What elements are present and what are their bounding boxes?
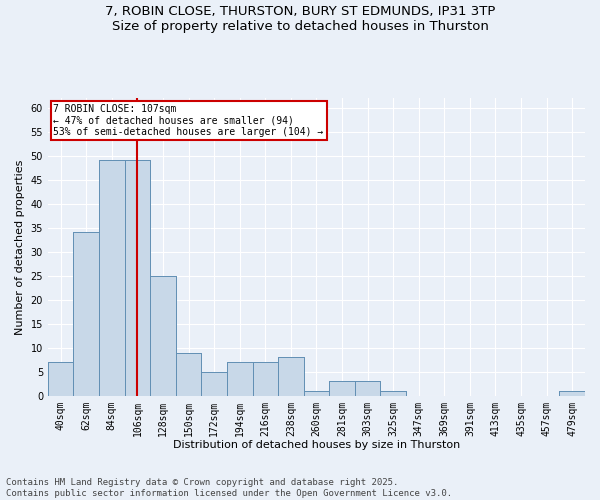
Bar bbox=[176, 352, 202, 396]
Text: Contains HM Land Registry data © Crown copyright and database right 2025.
Contai: Contains HM Land Registry data © Crown c… bbox=[6, 478, 452, 498]
Bar bbox=[150, 276, 176, 396]
Bar bbox=[150, 276, 176, 396]
Bar bbox=[48, 362, 73, 396]
Bar bbox=[99, 160, 125, 396]
Bar bbox=[253, 362, 278, 396]
Bar bbox=[355, 382, 380, 396]
X-axis label: Distribution of detached houses by size in Thurston: Distribution of detached houses by size … bbox=[173, 440, 460, 450]
Bar bbox=[559, 391, 585, 396]
Bar bbox=[125, 160, 150, 396]
Bar bbox=[380, 391, 406, 396]
Bar bbox=[202, 372, 227, 396]
Text: 7, ROBIN CLOSE, THURSTON, BURY ST EDMUNDS, IP31 3TP
Size of property relative to: 7, ROBIN CLOSE, THURSTON, BURY ST EDMUND… bbox=[105, 5, 495, 33]
Bar bbox=[73, 232, 99, 396]
Text: 7 ROBIN CLOSE: 107sqm
← 47% of detached houses are smaller (94)
53% of semi-deta: 7 ROBIN CLOSE: 107sqm ← 47% of detached … bbox=[53, 104, 324, 137]
Bar bbox=[176, 352, 202, 396]
Bar bbox=[48, 362, 73, 396]
Bar bbox=[278, 358, 304, 396]
Y-axis label: Number of detached properties: Number of detached properties bbox=[15, 159, 25, 334]
Bar bbox=[227, 362, 253, 396]
Bar bbox=[202, 372, 227, 396]
Bar bbox=[380, 391, 406, 396]
Bar bbox=[278, 358, 304, 396]
Bar bbox=[329, 382, 355, 396]
Bar bbox=[125, 160, 150, 396]
Bar bbox=[304, 391, 329, 396]
Bar bbox=[99, 160, 125, 396]
Bar bbox=[73, 232, 99, 396]
Bar bbox=[355, 382, 380, 396]
Bar bbox=[559, 391, 585, 396]
Bar bbox=[304, 391, 329, 396]
Bar bbox=[329, 382, 355, 396]
Bar bbox=[227, 362, 253, 396]
Bar bbox=[253, 362, 278, 396]
